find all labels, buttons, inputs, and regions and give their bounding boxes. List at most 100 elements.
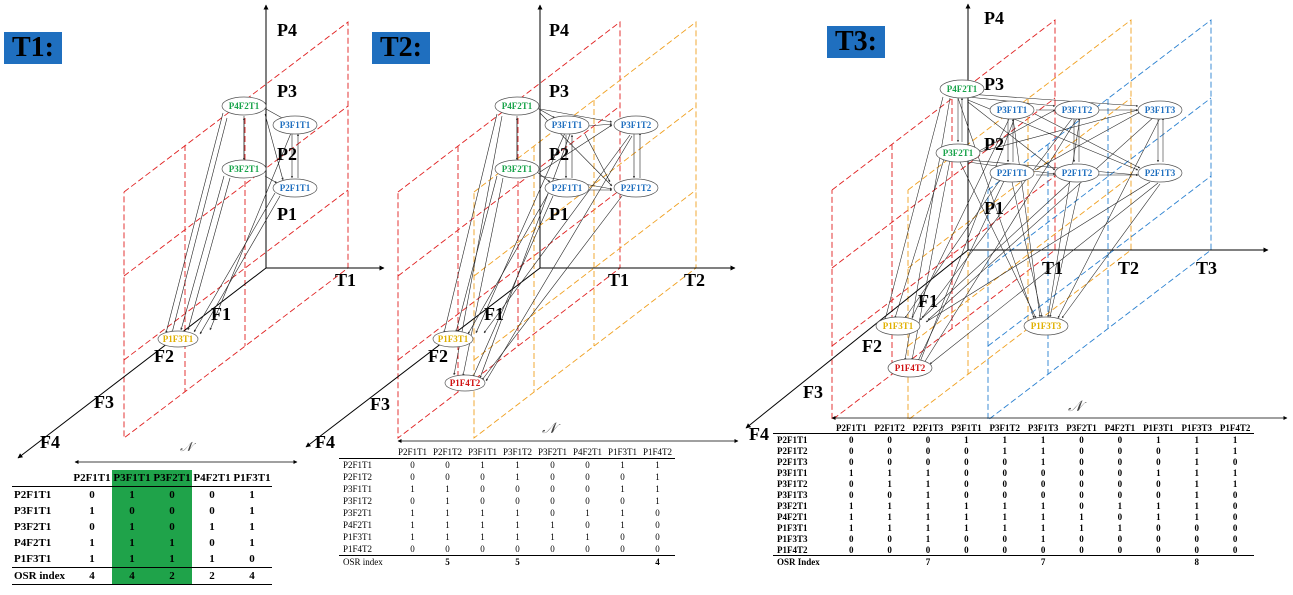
t3-edge — [1034, 111, 1141, 171]
row-header: P3F2T1 — [14, 521, 52, 533]
row-header: P2F1T1 — [777, 434, 808, 445]
table-row: P3F2T1 0 1 0 1 1 — [12, 519, 272, 535]
table-cell: 0 — [152, 486, 192, 503]
table-cell: 0 — [620, 544, 625, 554]
table-cell: 0 — [1079, 434, 1084, 445]
table-cell: 0 — [1232, 489, 1238, 500]
table-cell: 0 — [585, 544, 590, 554]
t1-n-bracket: 𝒩 — [74, 439, 298, 464]
table-cell: 1 — [887, 511, 892, 522]
table-row: P1F3T1 1 1 1 1 1 1 1 1 0 0 0 — [773, 522, 1254, 533]
table-cell: 0 — [1156, 478, 1161, 489]
osr-index-value — [870, 555, 909, 567]
t1-node-p3f1t1: P3F1T1 — [272, 115, 318, 135]
table-cell: 1 — [249, 505, 255, 517]
table-cell: 0 — [152, 519, 192, 535]
table-cell: 0 — [550, 544, 555, 554]
table-cell: 0 — [480, 544, 485, 554]
table-cell: 1 — [249, 521, 255, 533]
svg-text:𝒩: 𝒩 — [1068, 399, 1087, 415]
table-cell: 1 — [1002, 445, 1008, 456]
t1-plane-mid2 — [123, 189, 349, 361]
table-cell: 1 — [1040, 456, 1046, 467]
t3-edge — [904, 179, 1001, 319]
t3-edge — [959, 161, 1037, 319]
table-cell: 0 — [1079, 456, 1084, 467]
table-cell: 0 — [848, 456, 854, 467]
column-header: P1F4T2 — [1215, 422, 1255, 434]
table-cell: 1 — [410, 520, 415, 530]
table-cell: 1 — [445, 484, 450, 494]
svg-text:P2F1T1: P2F1T1 — [552, 183, 583, 193]
table-cell: 0 — [1117, 456, 1123, 467]
table-cell: 1 — [655, 496, 660, 506]
table-row: P3F1T1 1 1 1 0 0 0 0 0 1 1 1 — [773, 467, 1254, 478]
table-cell: 0 — [1117, 434, 1123, 445]
t1-node-p3f2t1: P3F2T1 — [221, 159, 267, 179]
row-header: P4F2T1 — [14, 537, 52, 549]
osr-index-value — [605, 555, 640, 568]
table-cell: 1 — [515, 520, 520, 530]
t2-edge — [479, 133, 571, 379]
osr-index-value: 7 — [908, 555, 948, 567]
table-cell: 1 — [1194, 445, 1199, 456]
row-header: P2F1T3 — [777, 456, 808, 467]
column-header: P3F1T1 — [112, 470, 152, 487]
row-header: P2F1T1 — [14, 489, 52, 501]
t2-node-p2f1t1: P2F1T1 — [544, 178, 590, 198]
table-cell: 1 — [655, 484, 660, 494]
table-cell: 1 — [89, 537, 95, 549]
table-cell: 1 — [1040, 533, 1046, 544]
table-cell: 1 — [152, 535, 192, 551]
t1-node-p2f1t1: P2F1T1 — [272, 178, 318, 198]
table-cell: 1 — [515, 508, 520, 518]
table-cell: 1 — [1156, 434, 1161, 445]
table-cell: 1 — [445, 520, 450, 530]
t3-edge — [927, 115, 1156, 321]
table-cell: 1 — [445, 508, 450, 518]
t2-edge — [443, 113, 498, 334]
t2-edge — [536, 107, 556, 119]
table-cell: 1 — [445, 532, 450, 542]
table-row: P3F2T1 1 1 1 1 0 1 1 0 — [339, 507, 675, 519]
table-cell: 0 — [1040, 489, 1046, 500]
table-cell: 0 — [1194, 544, 1199, 555]
table-cell: 1 — [249, 489, 255, 501]
t2-n-bracket: 𝒩 — [397, 421, 739, 443]
osr-index-value: 7 — [1023, 555, 1063, 567]
table-cell: 0 — [1040, 467, 1046, 478]
table-cell: 1 — [480, 520, 485, 530]
t3-node-p4f2t1: P4F2T1 — [939, 79, 985, 99]
svg-text:P1F4T2: P1F4T2 — [895, 363, 926, 373]
t3-plane-t2 — [907, 19, 1132, 421]
table-cell: 0 — [112, 503, 152, 519]
svg-text:P2F1T1: P2F1T1 — [997, 168, 1028, 178]
osr-index-value: 2 — [152, 567, 192, 585]
t3-edge — [917, 180, 1005, 362]
t2-label-f1: F1 — [484, 304, 504, 324]
table-cell: 1 — [848, 500, 854, 511]
t2-plane-t2 — [473, 21, 697, 439]
row-header: P1F4T2 — [777, 544, 808, 555]
column-header: P3F1T2 — [500, 446, 535, 459]
table-row: P3F1T3 0 0 1 0 0 0 0 0 0 1 0 — [773, 489, 1254, 500]
table-cell: 0 — [445, 544, 450, 554]
table-cell: 0 — [964, 467, 969, 478]
table-cell: 1 — [620, 484, 625, 494]
table-cell: 0 — [1079, 544, 1084, 555]
table-cell: 0 — [550, 496, 555, 506]
svg-text:P4F2T1: P4F2T1 — [502, 101, 533, 111]
osr-index-value: 2 — [192, 567, 232, 585]
table-row: P1F4T2 0 0 0 0 0 0 0 0 0 0 0 — [773, 544, 1254, 556]
table-corner-cell — [339, 446, 395, 459]
table-cell: 0 — [964, 489, 969, 500]
t3-label-t3: T3 — [1196, 258, 1217, 278]
table-cell: 0 — [515, 496, 520, 506]
table-cell: 0 — [925, 434, 931, 445]
column-header: P1F3T1 — [1139, 422, 1178, 434]
osr-index-row: OSR Index 7 7 8 — [773, 555, 1255, 567]
column-header: P1F4T2 — [640, 446, 675, 459]
row-header: P1F3T1 — [14, 553, 52, 565]
table-cell: 1 — [925, 478, 931, 489]
table-row: P2F1T3 0 0 0 0 0 1 0 0 0 1 0 — [773, 456, 1254, 467]
